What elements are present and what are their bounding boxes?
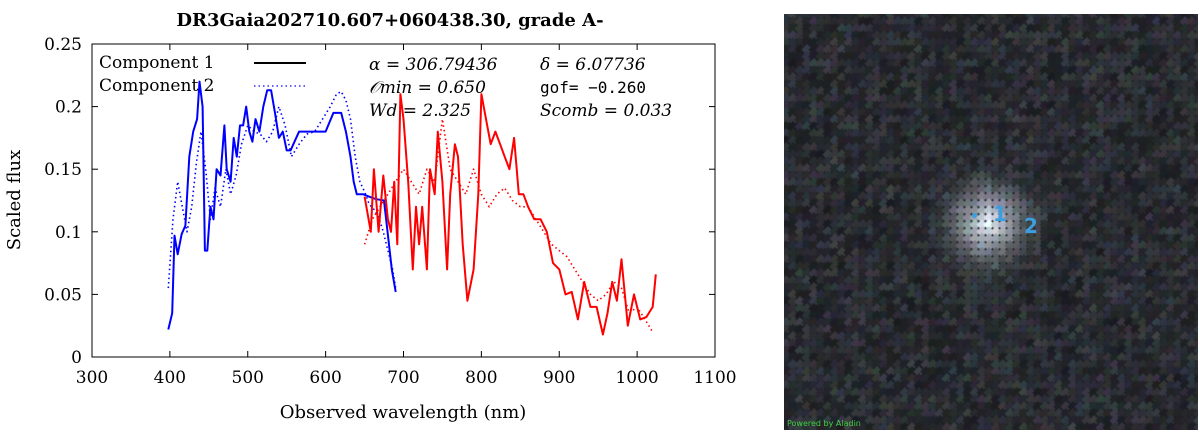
annotation-gof: gof= −0.260	[540, 78, 646, 97]
aladin-credit: Powered by Aladin	[787, 419, 861, 428]
y-tick-label: 0.1	[55, 223, 82, 243]
x-tick-label: 900	[543, 368, 575, 388]
annotation-alpha: α = 306.79436	[369, 55, 498, 75]
spectrum-chart: DR3Gaia202710.607+060438.30, grade A- 30…	[4, 10, 737, 423]
x-tick-label: 1000	[615, 368, 658, 388]
legend: Component 1 Component 2	[99, 53, 306, 96]
y-axis-label: Scaled flux	[4, 150, 25, 251]
annotation-scomb: Scomb = 0.033	[540, 101, 672, 121]
series-line-1	[167, 80, 397, 330]
x-tick-label: 1100	[693, 368, 736, 388]
x-tick-label: 700	[387, 368, 419, 388]
series-line-4	[363, 118, 654, 333]
series-line-3	[363, 93, 657, 336]
y-tick-label: 0.15	[44, 160, 82, 180]
legend-label-component-1: Component 1	[99, 53, 215, 73]
y-tick-label: 0.25	[44, 35, 82, 55]
x-tick-label: 300	[76, 368, 108, 388]
x-tick-label: 400	[154, 368, 186, 388]
y-tick-label: 0.2	[55, 98, 82, 118]
y-tick-label: 0	[71, 348, 82, 368]
legend-label-component-2: Component 2	[99, 76, 215, 96]
chart-title: DR3Gaia202710.607+060438.30, grade A-	[176, 10, 603, 31]
data-series	[167, 80, 657, 336]
sky-image-panel: 1 2 Powered by Aladin	[784, 14, 1198, 430]
x-axis-label: Observed wavelength (nm)	[280, 402, 527, 423]
annotation-delta: δ = 6.07736	[540, 55, 646, 75]
component-marker-2: 2	[1024, 214, 1038, 238]
x-tick-label: 800	[465, 368, 497, 388]
fit-annotations: α = 306.79436 δ = 6.07736 𝒪min = 0.650 g…	[369, 55, 672, 121]
x-tick-label: 500	[232, 368, 264, 388]
component-marker-1: 1	[993, 202, 1007, 226]
annotation-omin: 𝒪min = 0.650	[369, 78, 486, 98]
axis-ticks: 300 400 500 600 700 800 900 1000 1100 0 0.05 0.1 0.1…	[44, 35, 736, 388]
y-tick-label: 0.05	[44, 285, 82, 305]
annotation-wd: Wd = 2.325	[369, 101, 471, 121]
x-tick-label: 600	[309, 368, 341, 388]
source-position-marker	[972, 213, 977, 218]
sky-image	[784, 14, 1198, 430]
